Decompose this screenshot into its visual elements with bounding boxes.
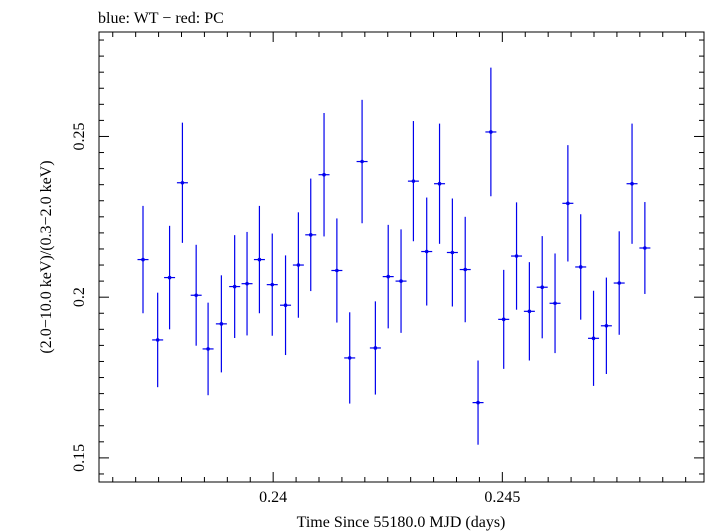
y-tick-label: 0.15 bbox=[71, 444, 88, 472]
point-marker bbox=[360, 159, 364, 164]
point-marker bbox=[347, 356, 352, 360]
data-point bbox=[588, 290, 600, 386]
point-marker bbox=[424, 249, 429, 254]
data-point bbox=[421, 197, 433, 306]
point-marker bbox=[141, 257, 145, 262]
data-point bbox=[549, 253, 561, 354]
x-axis-label: Time Since 55180.0 MJD (days) bbox=[297, 514, 506, 531]
point-marker bbox=[245, 281, 249, 286]
data-point bbox=[562, 145, 574, 262]
data-point bbox=[600, 277, 612, 374]
point-marker bbox=[206, 347, 210, 351]
data-point bbox=[280, 255, 292, 356]
data-point bbox=[266, 233, 278, 336]
point-marker bbox=[591, 336, 596, 341]
data-point bbox=[382, 224, 394, 329]
data-point bbox=[575, 214, 587, 320]
point-marker bbox=[232, 284, 237, 289]
data-point bbox=[137, 205, 149, 314]
point-marker bbox=[578, 265, 583, 269]
point-marker bbox=[527, 309, 532, 314]
data-point bbox=[459, 216, 471, 323]
point-marker bbox=[194, 293, 198, 298]
data-point bbox=[639, 202, 651, 294]
data-points bbox=[137, 67, 651, 445]
point-marker bbox=[489, 130, 493, 134]
point-marker bbox=[437, 181, 442, 186]
y-axis-label: (2.0−10.0 keV)/(0.3−2.0 keV) bbox=[38, 160, 55, 353]
data-point bbox=[434, 123, 446, 244]
point-marker bbox=[553, 301, 557, 306]
point-marker bbox=[219, 322, 224, 326]
data-point bbox=[190, 244, 202, 346]
point-marker bbox=[283, 303, 288, 308]
point-marker bbox=[308, 233, 313, 237]
point-marker bbox=[643, 246, 647, 250]
data-point bbox=[536, 236, 548, 339]
point-marker bbox=[180, 180, 185, 185]
data-point bbox=[344, 312, 356, 404]
point-marker bbox=[604, 323, 609, 328]
x-tick-label: 0.245 bbox=[484, 489, 520, 506]
point-marker bbox=[411, 179, 416, 183]
data-point bbox=[152, 292, 164, 388]
data-point bbox=[292, 212, 304, 318]
data-point bbox=[407, 121, 419, 242]
point-marker bbox=[566, 201, 570, 206]
plot-frame bbox=[98, 31, 705, 483]
point-marker bbox=[450, 250, 455, 255]
point-marker bbox=[399, 279, 403, 283]
point-marker bbox=[630, 181, 634, 186]
tick-labels: 0.24 0.245 0.15 0.2 0.25 bbox=[71, 122, 520, 506]
point-marker bbox=[373, 346, 378, 350]
data-point bbox=[215, 275, 227, 373]
axis-ticks bbox=[99, 32, 704, 482]
data-point bbox=[395, 229, 407, 333]
point-marker bbox=[167, 275, 172, 280]
data-point bbox=[446, 198, 458, 307]
point-marker bbox=[322, 172, 326, 177]
data-point bbox=[523, 262, 535, 361]
data-point bbox=[356, 99, 368, 224]
data-point bbox=[305, 178, 317, 292]
data-point bbox=[202, 302, 214, 396]
chart-title: blue: WT − red: PC bbox=[98, 10, 224, 27]
data-point bbox=[253, 205, 265, 314]
point-marker bbox=[296, 263, 301, 267]
data-point bbox=[369, 301, 381, 395]
data-point bbox=[318, 113, 330, 237]
point-marker bbox=[463, 267, 468, 272]
point-marker bbox=[617, 281, 622, 285]
data-point bbox=[241, 231, 253, 336]
data-point bbox=[331, 218, 343, 323]
point-marker bbox=[386, 274, 391, 279]
data-point bbox=[613, 231, 625, 335]
point-marker bbox=[257, 257, 262, 262]
point-marker bbox=[155, 338, 160, 342]
point-marker bbox=[501, 317, 506, 322]
point-marker bbox=[540, 285, 545, 290]
y-tick-label: 0.2 bbox=[71, 287, 88, 307]
data-point bbox=[485, 67, 497, 197]
data-point bbox=[626, 123, 638, 244]
data-point bbox=[164, 225, 176, 330]
data-point bbox=[472, 360, 484, 445]
x-tick-label: 0.24 bbox=[259, 489, 287, 506]
point-marker bbox=[514, 254, 519, 258]
point-marker bbox=[335, 268, 339, 273]
data-point bbox=[498, 269, 510, 369]
data-point bbox=[229, 235, 241, 338]
point-marker bbox=[270, 282, 275, 287]
point-marker bbox=[476, 400, 480, 405]
y-tick-label: 0.25 bbox=[71, 122, 88, 150]
data-point bbox=[511, 202, 523, 310]
data-point bbox=[176, 122, 188, 243]
